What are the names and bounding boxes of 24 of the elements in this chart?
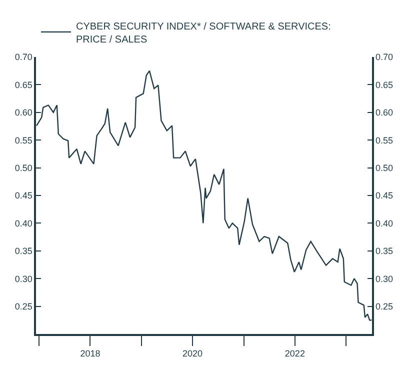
x-tick-label: 2022 (284, 348, 305, 359)
y-tick-label: 0.40 (14, 218, 32, 228)
x-tick-label: 2020 (182, 348, 203, 359)
y-tick-label: 0.65 (14, 80, 32, 90)
y2-tick-label: 0.40 (376, 218, 394, 228)
y2-tick-label: 0.35 (376, 246, 394, 256)
y2-tick-label: 0.50 (376, 162, 394, 173)
y-tick-label: 0.30 (14, 274, 32, 284)
legend-label: CYBER SECURITY INDEX* / SOFTWARE & SERVICES: PRICE / SALES (76, 21, 331, 46)
y-tick-label: 0.35 (14, 246, 32, 256)
y-tick-label: 0.45 (14, 190, 32, 201)
y2-tick-label: 0.45 (376, 190, 394, 201)
y-tick-label: 0.25 (14, 301, 32, 312)
y2-tick-label: 0.55 (376, 135, 394, 146)
y2-tick-label: 0.65 (376, 80, 394, 90)
y-tick-label: 0.60 (14, 108, 32, 118)
y-tick-label: 0.70 (14, 52, 32, 62)
y-tick-label: 0.50 (14, 162, 32, 173)
y2-tick-label: 0.30 (376, 274, 394, 284)
y2-tick-label: 0.70 (376, 52, 394, 62)
x-tick-label: 2018 (80, 348, 100, 359)
y-tick-label: 0.55 (14, 135, 32, 146)
y2-tick-label: 0.60 (376, 108, 394, 118)
y2-tick-label: 0.25 (376, 301, 394, 312)
